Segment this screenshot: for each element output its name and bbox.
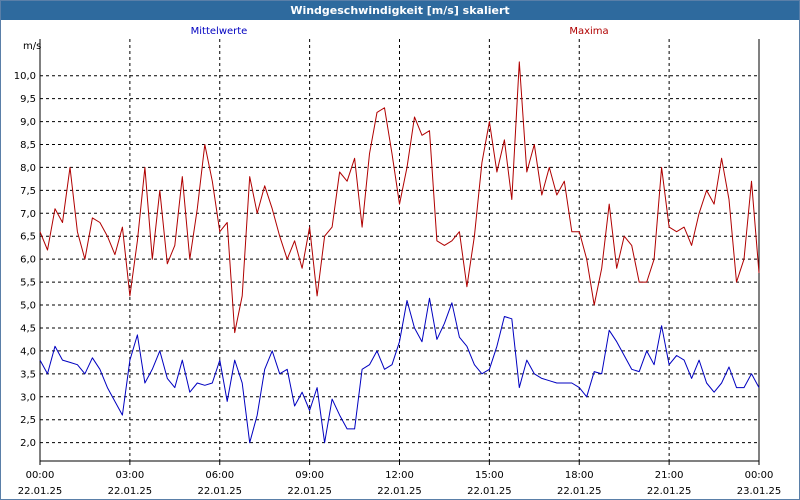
y-tick-label: 4,5 bbox=[20, 323, 36, 334]
y-tick-label: 4,0 bbox=[20, 346, 36, 357]
x-tick-time: 12:00 bbox=[385, 470, 414, 481]
x-tick-date: 22.01.25 bbox=[557, 486, 602, 497]
y-tick-label: 6,5 bbox=[20, 232, 36, 243]
y-tick-label: 7,5 bbox=[20, 186, 36, 197]
window-title: Windgeschwindigkeit [m/s] skaliert bbox=[1, 1, 799, 20]
y-tick-label: 5,0 bbox=[20, 301, 36, 312]
legend-mittelwerte: Mittelwerte bbox=[191, 26, 248, 37]
x-tick-time: 21:00 bbox=[655, 470, 684, 481]
x-tick-time: 06:00 bbox=[205, 470, 234, 481]
x-tick-time: 15:00 bbox=[475, 470, 504, 481]
grid bbox=[40, 39, 759, 461]
y-tick-label: 2,0 bbox=[20, 438, 36, 449]
x-tick-date: 22.01.25 bbox=[18, 486, 63, 497]
series-layer bbox=[39, 61, 760, 444]
x-tick-date: 22.01.25 bbox=[287, 486, 332, 497]
y-tick-label: 5,5 bbox=[20, 278, 36, 289]
y-tick-label: 3,0 bbox=[20, 392, 36, 403]
series-line-maxima bbox=[39, 61, 760, 334]
series-line-mittelwerte bbox=[39, 297, 760, 444]
x-tick-time: 00:00 bbox=[26, 470, 55, 481]
x-tick-date: 22.01.25 bbox=[197, 486, 242, 497]
x-tick-date: 22.01.25 bbox=[108, 486, 153, 497]
x-tick-time: 09:00 bbox=[295, 470, 324, 481]
y-tick-label: 9,5 bbox=[20, 94, 36, 105]
y-axis-unit: m/s bbox=[23, 41, 41, 52]
y-tick-label: 10,0 bbox=[14, 71, 36, 82]
y-tick-label: 2,5 bbox=[20, 415, 36, 426]
y-tick-label: 8,0 bbox=[20, 163, 36, 174]
x-tick-date: 22.01.25 bbox=[467, 486, 512, 497]
x-tick-date: 22.01.25 bbox=[647, 486, 692, 497]
y-tick-label: 9,0 bbox=[20, 117, 36, 128]
x-tick-time: 18:00 bbox=[565, 470, 594, 481]
legend-maxima: Maxima bbox=[569, 26, 608, 37]
x-tick-time: 03:00 bbox=[115, 470, 144, 481]
x-tick-date: 22.01.25 bbox=[377, 486, 422, 497]
y-tick-label: 7,0 bbox=[20, 209, 36, 220]
axes: 2,0 2,5 3,0 3,5 4,0 4,5 5,0 5,5 6,0 6,5 7,0 7,5 8,0 8… bbox=[14, 39, 782, 497]
y-tick-label: 3,5 bbox=[20, 369, 36, 380]
x-tick-date: 23.01.25 bbox=[737, 486, 782, 497]
y-tick-label: 6,0 bbox=[20, 255, 36, 266]
x-tick-time: 00:00 bbox=[745, 470, 774, 481]
y-tick-label: 8,5 bbox=[20, 140, 36, 151]
